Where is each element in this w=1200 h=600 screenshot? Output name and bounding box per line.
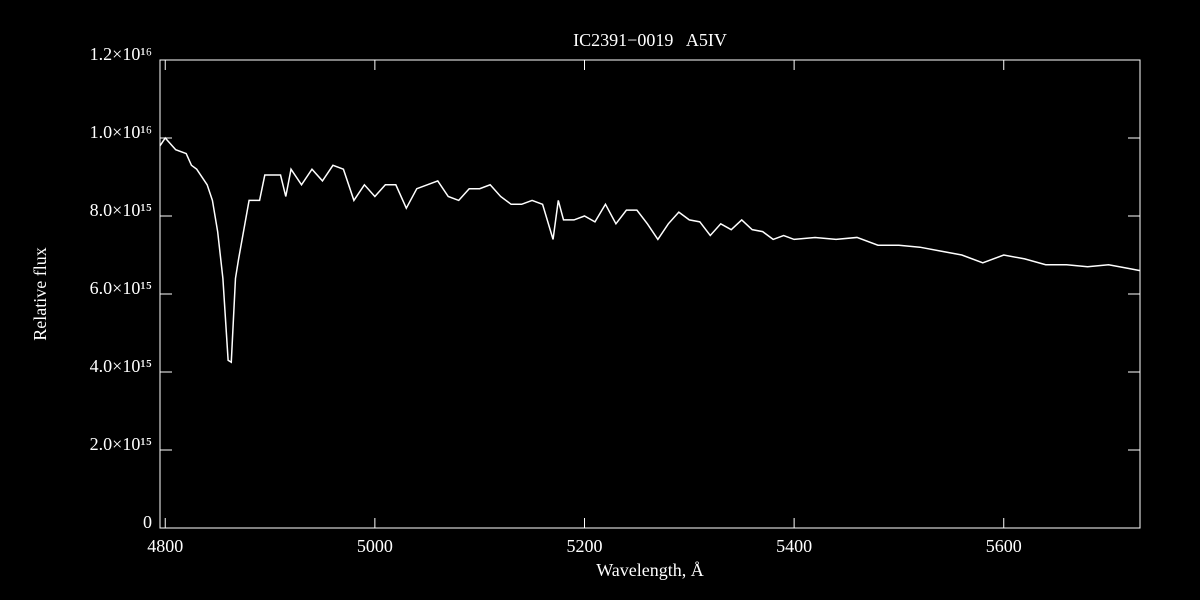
y-tick-label: 0 (143, 512, 152, 532)
y-axis-label: Relative flux (30, 247, 50, 340)
x-tick-label: 5000 (357, 536, 393, 556)
spectrum-line (159, 136, 1141, 364)
x-tick-label: 4800 (147, 536, 183, 556)
x-axis-label: Wavelength, Å (596, 560, 704, 580)
y-tick-label: 1.0×10¹⁶ (90, 122, 152, 142)
x-tick-label: 5600 (986, 536, 1022, 556)
x-tick-label: 5400 (776, 536, 812, 556)
y-tick-label: 2.0×10¹⁵ (90, 434, 152, 454)
chart-title: IC2391−0019 A5IV (573, 30, 727, 50)
y-tick-label: 8.0×10¹⁵ (90, 200, 152, 220)
y-tick-label: 4.0×10¹⁵ (90, 356, 152, 376)
plot-frame (159, 59, 1141, 529)
y-tick-label: 1.2×10¹⁶ (90, 44, 152, 64)
x-tick-label: 5200 (566, 536, 602, 556)
y-tick-label: 6.0×10¹⁵ (90, 278, 152, 298)
